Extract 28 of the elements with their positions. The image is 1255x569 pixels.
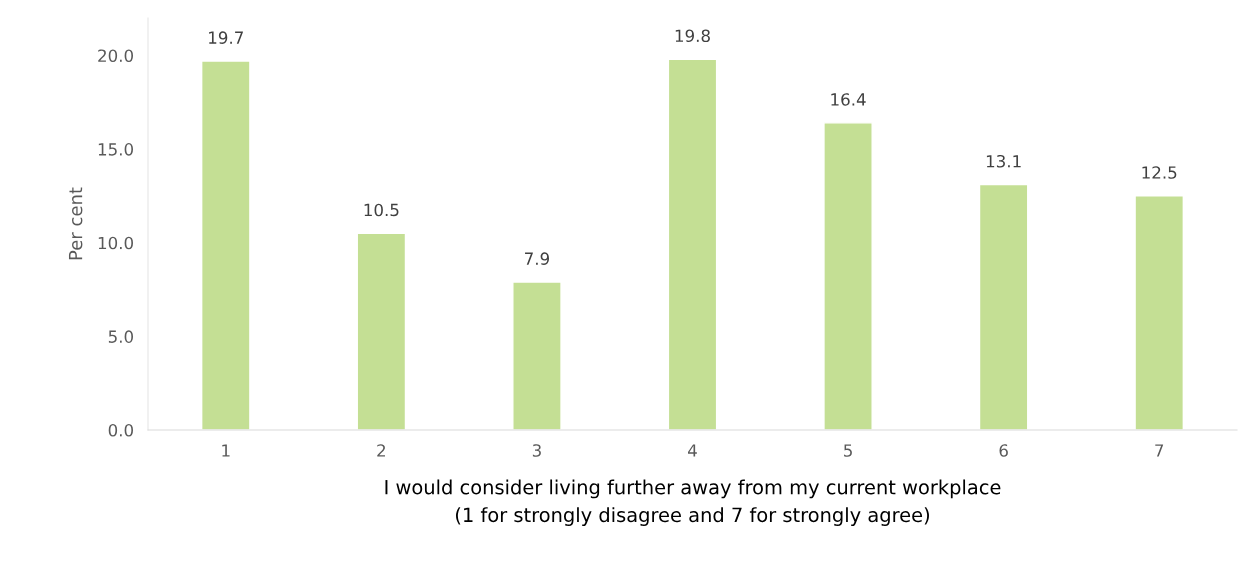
y-tick-label: 5.0 bbox=[108, 330, 134, 343]
data-label: 13.1 bbox=[986, 154, 1021, 168]
x-tick-label: 7 bbox=[1155, 444, 1164, 457]
x-axis-title: I would consider living further away from my current workplace (1 for strongly disagree and 7 for strongly agree) bbox=[385, 479, 1001, 526]
bar bbox=[356, 232, 407, 430]
x-tick-label: 5 bbox=[844, 444, 852, 457]
x-tick-label: 1 bbox=[222, 444, 230, 457]
bar bbox=[512, 281, 562, 430]
y-tick-label: 20.0 bbox=[98, 49, 133, 63]
bar bbox=[978, 183, 1029, 430]
y-tick-label: 15.0 bbox=[98, 143, 133, 156]
data-label: 12.5 bbox=[1142, 166, 1177, 179]
x-tick-label: 4 bbox=[688, 444, 697, 457]
y-tick-label: 0.0 bbox=[108, 423, 134, 437]
data-label: 19.8 bbox=[675, 29, 710, 43]
data-label: 16.4 bbox=[831, 93, 866, 106]
data-label: 10.5 bbox=[364, 203, 399, 217]
bar bbox=[200, 60, 251, 430]
y-tick-label: 10.0 bbox=[98, 236, 133, 250]
data-label: 7.9 bbox=[525, 252, 550, 265]
bar bbox=[823, 122, 873, 430]
y-axis-title: Per cent bbox=[68, 187, 83, 260]
x-tick-label: 6 bbox=[999, 444, 1008, 457]
bar bbox=[1134, 195, 1185, 430]
x-tick-label: 2 bbox=[377, 444, 385, 457]
data-label: 19.7 bbox=[209, 31, 243, 44]
bar bbox=[667, 58, 718, 430]
x-tick-label: 3 bbox=[532, 444, 541, 457]
